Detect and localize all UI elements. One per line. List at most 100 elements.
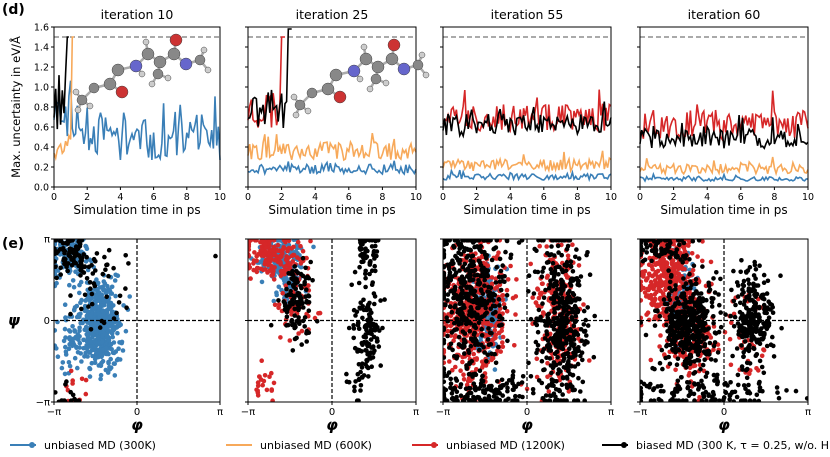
scatter-point-biased xyxy=(466,350,472,356)
scatter-point-biased xyxy=(68,293,73,298)
scatter-point-biased xyxy=(570,387,576,393)
scatter-point-biased xyxy=(292,264,298,269)
scatter-point-biased xyxy=(551,326,557,332)
scatter-point-biased xyxy=(79,258,84,264)
scatter-point-biased xyxy=(549,239,555,243)
scatter-point-biased xyxy=(545,338,551,343)
scatter-point-biased xyxy=(454,354,460,359)
scatter-point-biased xyxy=(539,358,545,364)
scatter-point-unbiased_1200 xyxy=(287,338,293,343)
scatter-point-biased xyxy=(372,348,377,354)
scatter-point-biased xyxy=(564,246,570,252)
scatter-point-biased xyxy=(68,311,73,317)
scatter-point-unbiased_1200 xyxy=(277,255,282,261)
scatter-point-unbiased_1200 xyxy=(754,366,759,371)
scatter-point-biased xyxy=(552,320,557,326)
scatter-point-unbiased_1200 xyxy=(500,344,506,350)
scatter-point-unbiased_300 xyxy=(72,305,78,310)
scatter-point-biased xyxy=(54,250,59,256)
scatter-point-biased xyxy=(683,314,689,320)
scatter-point-biased xyxy=(70,250,76,256)
scatter-point-biased xyxy=(576,345,581,350)
scatter-point-unbiased_1200 xyxy=(676,265,682,270)
scatter-point-biased xyxy=(746,308,752,314)
scatter-point-biased xyxy=(466,275,472,280)
scatter-point-unbiased_1200 xyxy=(272,302,278,308)
scatter-point-biased xyxy=(476,305,481,311)
scatter-point-unbiased_1200 xyxy=(539,290,544,296)
scatter-point-biased xyxy=(681,284,687,290)
scatter-point-biased xyxy=(288,288,293,294)
scatter-point-biased xyxy=(585,340,590,345)
scatter-point-unbiased_1200 xyxy=(728,362,734,368)
scatter-point-unbiased_1200 xyxy=(541,311,547,316)
scatter-point-biased xyxy=(756,312,761,317)
scatter-point-biased xyxy=(72,254,77,259)
scatter-point-unbiased_300 xyxy=(311,244,316,250)
scatter-point-biased xyxy=(541,265,546,271)
scatter-point-biased xyxy=(64,379,69,384)
scatter-point-biased xyxy=(552,271,558,276)
scatter-point-biased xyxy=(301,305,306,310)
scatter-point-biased xyxy=(483,305,489,311)
molecule-atom xyxy=(179,57,193,71)
scatter-point-unbiased_1200 xyxy=(660,264,665,270)
scatter-point-biased xyxy=(682,358,688,364)
scatter-point-biased xyxy=(709,300,715,305)
scatter-point-biased xyxy=(686,355,692,361)
scatter-point-biased xyxy=(469,359,475,364)
scatter-point-biased xyxy=(361,307,367,313)
scatter-point-biased xyxy=(54,239,59,243)
scatter-point-biased xyxy=(303,265,308,271)
scatter-point-unbiased_300 xyxy=(83,298,88,303)
scatter-point-biased xyxy=(367,330,372,336)
scatter-point-biased xyxy=(293,281,298,286)
x-tick-label: 0 xyxy=(440,192,446,203)
scatter-point-biased xyxy=(487,330,493,336)
scatter-point-biased xyxy=(712,290,718,295)
scatter-point-biased xyxy=(290,268,295,274)
molecule-atom xyxy=(76,94,88,106)
scatter-point-biased xyxy=(355,322,361,328)
scatter-point-biased xyxy=(535,269,541,275)
molecule-atom xyxy=(347,64,361,78)
x-tick-label: 8 xyxy=(379,192,385,203)
scatter-point-biased xyxy=(753,300,758,306)
scatter-point-unbiased_1200 xyxy=(289,253,295,259)
scatter-point-biased xyxy=(451,243,456,249)
scatter-point-biased xyxy=(443,280,447,285)
x-tick-label: 6 xyxy=(346,192,352,203)
scatter-point-unbiased_300 xyxy=(67,335,72,340)
scatter-point-biased xyxy=(300,255,306,261)
scatter-point-biased xyxy=(513,393,518,399)
scatter-point-unbiased_1200 xyxy=(267,239,273,242)
scatter-point-unbiased_300 xyxy=(276,284,282,290)
scatter-point-unbiased_1200 xyxy=(453,364,458,370)
scatter-point-biased xyxy=(534,248,539,253)
scatter-point-biased xyxy=(352,384,357,390)
scatter-point-unbiased_1200 xyxy=(640,272,644,278)
scatter-point-unbiased_300 xyxy=(75,365,80,371)
scatter-point-biased xyxy=(471,268,476,274)
scatter-point-biased xyxy=(579,338,585,344)
scatter-point-biased xyxy=(575,361,581,367)
scatter-point-unbiased_300 xyxy=(67,363,73,369)
scatter-point-biased xyxy=(680,332,685,338)
scatter-point-biased xyxy=(474,296,480,302)
scatter-point-unbiased_1200 xyxy=(640,315,644,321)
scatter-point-biased xyxy=(284,309,290,315)
scatter-point-biased xyxy=(91,281,97,286)
scatter-point-biased xyxy=(742,298,748,304)
scatter-point-biased xyxy=(76,398,82,402)
scatter-point-biased xyxy=(674,296,680,301)
scatter-point-biased xyxy=(549,370,554,376)
scatter-point-biased xyxy=(665,329,670,334)
scatter-point-unbiased_1200 xyxy=(664,262,670,267)
scatter-point-biased xyxy=(469,277,475,283)
scatter-point-biased xyxy=(680,350,686,355)
series-line-unbiased_300 xyxy=(442,167,612,183)
scatter-point-biased xyxy=(666,335,671,341)
scatter-point-biased xyxy=(643,332,649,338)
